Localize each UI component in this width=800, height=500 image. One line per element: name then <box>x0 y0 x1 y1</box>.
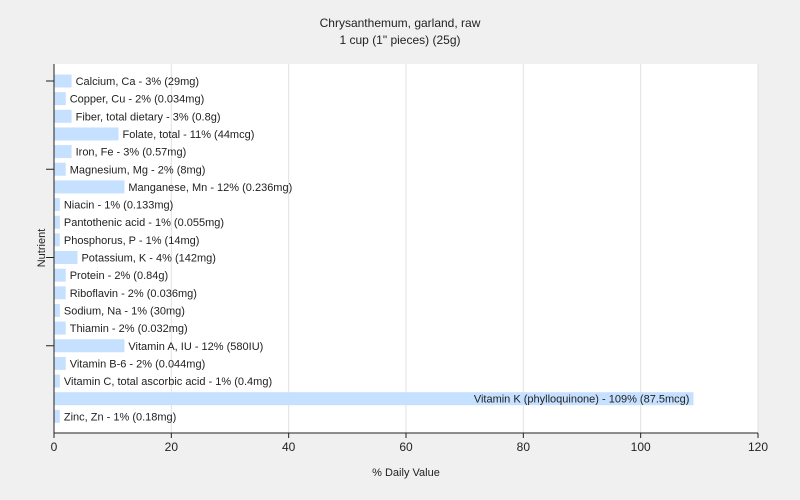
bar <box>54 162 66 176</box>
bar-label: Protein - 2% (0.84g) <box>70 270 168 282</box>
bar <box>54 321 66 335</box>
bar-label: Potassium, K - 4% (142mg) <box>81 253 216 265</box>
bar <box>54 303 60 317</box>
chart-subtitle: 1 cup (1" pieces) (25g) <box>340 33 461 47</box>
bar-label: Magnesium, Mg - 2% (8mg) <box>70 164 206 176</box>
x-tick-label: 80 <box>517 440 531 454</box>
bar <box>54 127 119 141</box>
x-tick-label: 100 <box>631 440 651 454</box>
bar <box>54 356 66 370</box>
bar-label: Copper, Cu - 2% (0.034mg) <box>70 94 205 106</box>
y-axis-title: Nutrient <box>36 229 48 268</box>
bar-label: Iron, Fe - 3% (0.57mg) <box>76 147 187 159</box>
bar <box>54 180 125 194</box>
bar <box>54 339 125 353</box>
chart-title: Chrysanthemum, garland, raw <box>320 16 481 30</box>
x-tick-label: 60 <box>399 440 413 454</box>
gridlines <box>170 64 759 433</box>
bar-label: Riboflavin - 2% (0.036mg) <box>70 288 197 300</box>
bar-label: Zinc, Zn - 1% (0.18mg) <box>64 411 176 423</box>
bar <box>54 233 60 247</box>
bar-label: Vitamin B-6 - 2% (0.044mg) <box>70 358 206 370</box>
bar <box>54 392 694 406</box>
bar-label: Fiber, total dietary - 3% (0.8g) <box>76 111 221 123</box>
bar <box>54 251 78 264</box>
bar <box>54 198 60 212</box>
x-tick-label: 40 <box>282 440 296 454</box>
bar-label: Calcium, Ca - 3% (29mg) <box>76 76 199 88</box>
bars: Calcium, Ca - 3% (29mg) Copper, Cu - 2% (… <box>54 74 694 423</box>
x-tick-label: 20 <box>165 440 179 454</box>
bar-label: Vitamin C, total ascorbic acid - 1% (0.4… <box>64 376 272 388</box>
bar <box>54 215 60 229</box>
bar <box>54 145 72 159</box>
bar <box>54 268 66 282</box>
x-tick-label: 0 <box>51 440 58 454</box>
bar-label: Niacin - 1% (0.133mg) <box>64 200 173 212</box>
bar-label: Phosphorus, P - 1% (14mg) <box>64 235 200 247</box>
bar <box>54 409 60 423</box>
bar-label: Thiamin - 2% (0.032mg) <box>70 323 188 335</box>
bar-label: Vitamin A, IU - 12% (580IU) <box>128 341 263 353</box>
bar <box>54 74 72 88</box>
x-tick-label: 120 <box>748 440 768 454</box>
bar-label: Vitamin K (phylloquinone) - 109% (87.5mc… <box>474 394 690 406</box>
bar-label: Pantothenic acid - 1% (0.055mg) <box>64 217 224 229</box>
bar <box>54 286 66 300</box>
bar <box>54 109 72 123</box>
x-axis-ticks: 0 20 40 60 80 100 120 <box>51 433 768 454</box>
bar-label: Folate, total - 11% (44mcg) <box>123 129 255 141</box>
bar <box>54 374 60 388</box>
x-axis-title: % Daily Value <box>372 467 440 479</box>
bar <box>54 92 66 106</box>
bar-label: Sodium, Na - 1% (30mg) <box>64 305 185 317</box>
bar-label: Manganese, Mn - 12% (0.236mg) <box>128 182 292 194</box>
